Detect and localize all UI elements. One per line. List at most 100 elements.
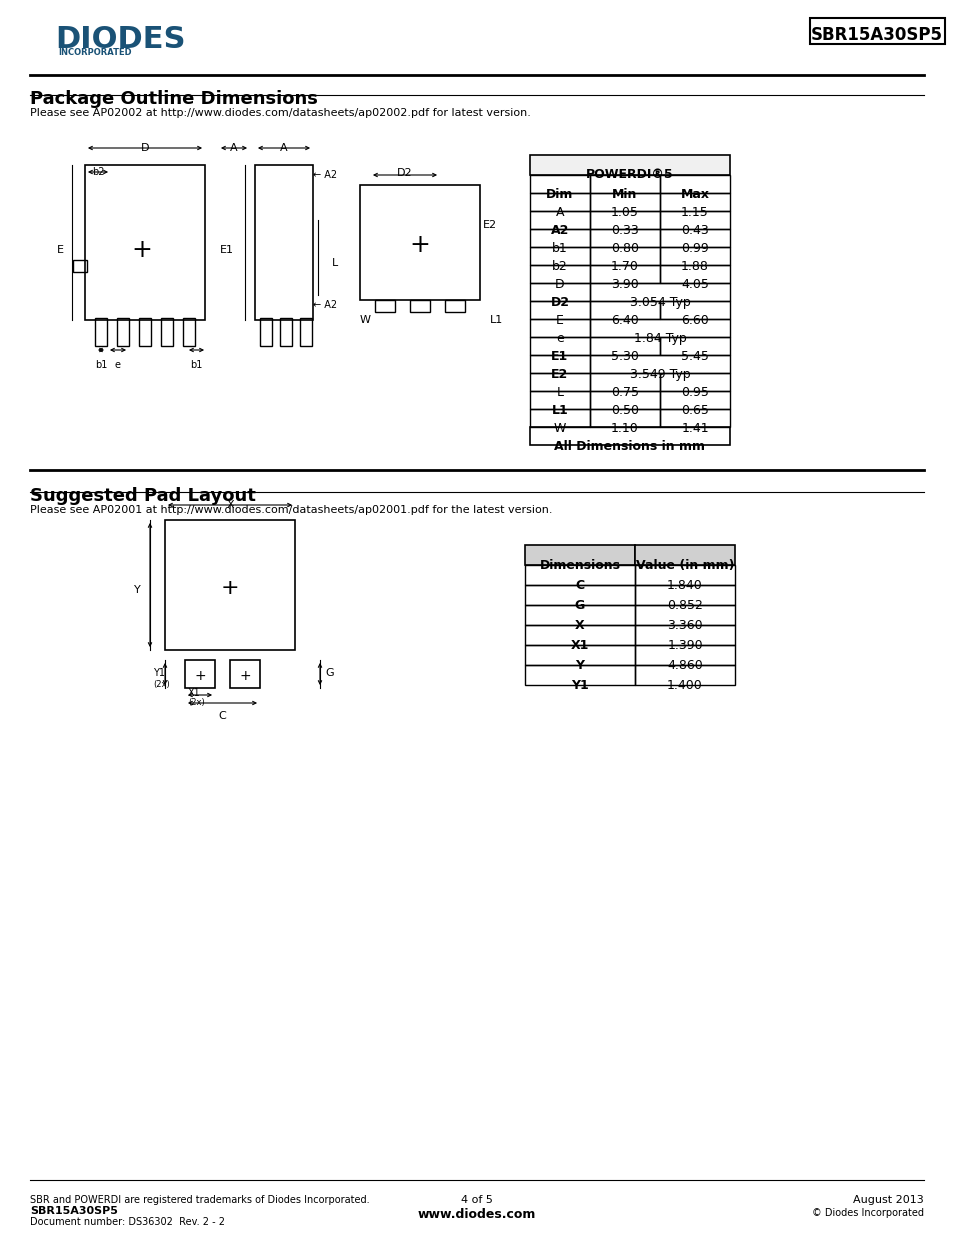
Bar <box>524 605 635 625</box>
Text: E2: E2 <box>482 220 497 230</box>
Bar <box>659 175 729 193</box>
Text: 5.45: 5.45 <box>680 350 708 363</box>
Text: (2x): (2x) <box>188 698 205 706</box>
Text: 0.75: 0.75 <box>610 387 639 399</box>
Bar <box>161 317 172 346</box>
Bar <box>659 266 729 283</box>
Text: 0.50: 0.50 <box>610 404 639 417</box>
Bar <box>589 247 659 266</box>
Bar <box>589 373 659 391</box>
Text: 3.054 Typ: 3.054 Typ <box>629 296 690 309</box>
Bar <box>589 354 729 373</box>
Bar <box>444 300 464 312</box>
Text: D: D <box>141 143 149 153</box>
Bar <box>524 625 635 645</box>
Bar <box>530 266 589 283</box>
Bar <box>809 19 944 44</box>
Bar <box>524 585 635 605</box>
Bar <box>530 373 589 391</box>
Text: Document number: DS36302  Rev. 2 - 2: Document number: DS36302 Rev. 2 - 2 <box>30 1216 225 1228</box>
Text: 4 of 5: 4 of 5 <box>460 1195 493 1205</box>
Text: Y1: Y1 <box>152 668 165 678</box>
Bar <box>530 228 589 247</box>
Text: D2: D2 <box>396 168 413 178</box>
Text: 1.840: 1.840 <box>666 579 702 592</box>
Text: Please see AP02001 at http://www.diodes.com/datasheets/ap02001.pdf for the lates: Please see AP02001 at http://www.diodes.… <box>30 505 552 515</box>
Text: W: W <box>554 422 565 435</box>
Text: G: G <box>575 599 584 613</box>
Bar <box>635 545 734 564</box>
Text: X1: X1 <box>570 638 589 652</box>
Bar <box>280 317 292 346</box>
Bar <box>375 300 395 312</box>
Text: D: D <box>555 278 564 291</box>
Text: 0.80: 0.80 <box>610 242 639 254</box>
Text: 1.15: 1.15 <box>680 206 708 219</box>
Text: E2: E2 <box>551 368 568 382</box>
Bar <box>589 283 729 301</box>
Text: 0.99: 0.99 <box>680 242 708 254</box>
Text: X: X <box>226 500 233 510</box>
Text: Please see AP02002 at http://www.diodes.com/datasheets/ap02002.pdf for latest ve: Please see AP02002 at http://www.diodes.… <box>30 107 530 119</box>
Text: L1: L1 <box>551 404 568 417</box>
Bar <box>589 266 659 283</box>
Bar <box>659 301 729 319</box>
Text: Value (in mm): Value (in mm) <box>635 559 734 572</box>
Bar <box>117 317 129 346</box>
Text: W: W <box>359 315 370 325</box>
Text: A: A <box>230 143 237 153</box>
Text: A: A <box>280 143 288 153</box>
Bar <box>530 156 729 175</box>
Text: 4.860: 4.860 <box>666 659 702 672</box>
Bar <box>635 664 734 685</box>
Bar <box>589 228 659 247</box>
Text: Min: Min <box>612 188 637 201</box>
Text: b1: b1 <box>190 359 202 370</box>
Bar <box>85 165 205 320</box>
Text: E1: E1 <box>551 350 568 363</box>
Text: e: e <box>115 359 121 370</box>
Bar <box>230 659 260 688</box>
Text: E: E <box>56 245 64 254</box>
Text: 6.60: 6.60 <box>680 314 708 327</box>
Bar <box>524 645 635 664</box>
Text: C: C <box>575 579 584 592</box>
Bar <box>530 354 589 373</box>
Text: A2: A2 <box>550 224 569 237</box>
Text: +: + <box>239 669 251 683</box>
Bar <box>254 165 313 320</box>
Text: 1.400: 1.400 <box>666 679 702 692</box>
Bar <box>260 317 272 346</box>
Text: Suggested Pad Layout: Suggested Pad Layout <box>30 487 255 505</box>
Text: 4.05: 4.05 <box>680 278 708 291</box>
Text: (2x): (2x) <box>152 680 170 689</box>
Bar <box>659 337 729 354</box>
Bar <box>659 211 729 228</box>
Bar <box>589 301 659 319</box>
Bar <box>139 317 151 346</box>
Text: C: C <box>218 711 226 721</box>
Text: b1: b1 <box>94 359 107 370</box>
Bar <box>635 564 734 585</box>
Text: Max: Max <box>679 188 709 201</box>
Text: 5.30: 5.30 <box>611 350 639 363</box>
Bar <box>659 391 729 409</box>
Text: E: E <box>556 314 563 327</box>
Bar <box>95 317 107 346</box>
Text: Dim: Dim <box>546 188 573 201</box>
Text: 0.43: 0.43 <box>680 224 708 237</box>
Bar <box>589 391 659 409</box>
Text: L1: L1 <box>490 315 503 325</box>
Bar <box>589 337 659 354</box>
Text: 6.40: 6.40 <box>611 314 639 327</box>
Text: POWERDI®5: POWERDI®5 <box>585 168 673 182</box>
Bar <box>659 228 729 247</box>
Bar <box>530 391 589 409</box>
Text: SBR15A30SP5: SBR15A30SP5 <box>30 1207 118 1216</box>
Bar <box>183 317 194 346</box>
Bar <box>73 261 87 272</box>
Bar <box>359 185 479 300</box>
Bar <box>299 317 312 346</box>
Text: 3.90: 3.90 <box>611 278 639 291</box>
Text: Y: Y <box>133 585 140 595</box>
